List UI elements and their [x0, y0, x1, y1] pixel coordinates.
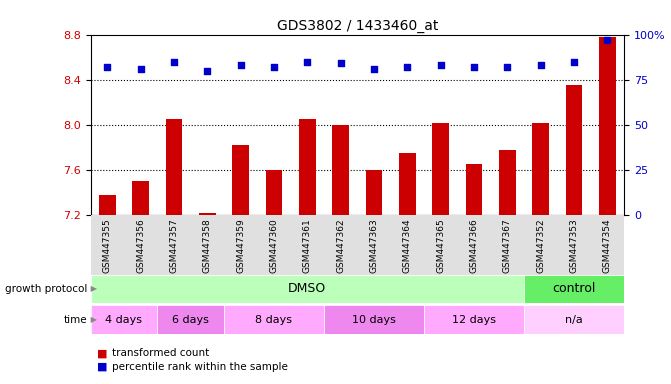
- Bar: [157, 305, 224, 334]
- Point: [302, 59, 313, 65]
- Point: [236, 62, 246, 68]
- Bar: [332, 125, 349, 215]
- Text: GSM447360: GSM447360: [270, 218, 278, 273]
- Bar: [399, 153, 415, 215]
- Text: 4 days: 4 days: [105, 314, 142, 325]
- Bar: [91, 275, 524, 303]
- Bar: [132, 181, 149, 215]
- Bar: [91, 305, 157, 334]
- Bar: [599, 37, 616, 215]
- Bar: [532, 122, 549, 215]
- Bar: [499, 150, 516, 215]
- Text: transformed count: transformed count: [112, 348, 209, 358]
- Text: GSM447356: GSM447356: [136, 218, 145, 273]
- Bar: [299, 119, 315, 215]
- Text: 12 days: 12 days: [452, 314, 496, 325]
- Point: [336, 60, 346, 66]
- Bar: [266, 170, 282, 215]
- Point: [368, 66, 379, 72]
- Text: n/a: n/a: [565, 314, 583, 325]
- Text: 6 days: 6 days: [172, 314, 209, 325]
- Bar: [232, 145, 249, 215]
- Point: [202, 68, 213, 74]
- Point: [136, 66, 146, 72]
- Text: GSM447355: GSM447355: [103, 218, 112, 273]
- Point: [568, 59, 579, 65]
- Bar: [324, 305, 424, 334]
- Text: GSM447354: GSM447354: [603, 218, 612, 273]
- Text: DMSO: DMSO: [288, 283, 326, 295]
- Text: percentile rank within the sample: percentile rank within the sample: [112, 362, 288, 372]
- Text: GDS3802 / 1433460_at: GDS3802 / 1433460_at: [276, 19, 438, 33]
- Text: ■: ■: [97, 362, 108, 372]
- Text: GSM447362: GSM447362: [336, 218, 345, 273]
- Text: time: time: [64, 314, 87, 325]
- Text: GSM447364: GSM447364: [403, 218, 412, 273]
- Bar: [466, 164, 482, 215]
- Text: GSM447361: GSM447361: [303, 218, 312, 273]
- Text: 10 days: 10 days: [352, 314, 396, 325]
- Text: growth protocol: growth protocol: [5, 284, 87, 294]
- Point: [435, 62, 446, 68]
- Point: [268, 64, 279, 70]
- Text: ▶: ▶: [88, 285, 97, 293]
- Text: GSM447358: GSM447358: [203, 218, 212, 273]
- Text: 8 days: 8 days: [256, 314, 293, 325]
- Text: GSM447353: GSM447353: [570, 218, 578, 273]
- Bar: [224, 305, 324, 334]
- Text: GSM447359: GSM447359: [236, 218, 245, 273]
- Point: [402, 64, 413, 70]
- Bar: [432, 122, 449, 215]
- Text: ▶: ▶: [88, 315, 97, 324]
- Bar: [166, 119, 183, 215]
- Bar: [99, 195, 115, 215]
- Bar: [366, 170, 382, 215]
- Text: GSM447352: GSM447352: [536, 218, 545, 273]
- Point: [468, 64, 479, 70]
- Point: [535, 62, 546, 68]
- Text: ■: ■: [97, 348, 108, 358]
- Bar: [524, 275, 624, 303]
- Text: GSM447367: GSM447367: [503, 218, 512, 273]
- Bar: [424, 305, 524, 334]
- Point: [102, 64, 113, 70]
- Text: control: control: [552, 283, 596, 295]
- Point: [502, 64, 513, 70]
- Text: GSM447363: GSM447363: [370, 218, 378, 273]
- Point: [168, 59, 179, 65]
- Text: GSM447357: GSM447357: [170, 218, 178, 273]
- Bar: [524, 305, 624, 334]
- Point: [602, 37, 613, 43]
- Text: GSM447365: GSM447365: [436, 218, 445, 273]
- Bar: [199, 213, 215, 215]
- Text: GSM447366: GSM447366: [470, 218, 478, 273]
- Bar: [566, 85, 582, 215]
